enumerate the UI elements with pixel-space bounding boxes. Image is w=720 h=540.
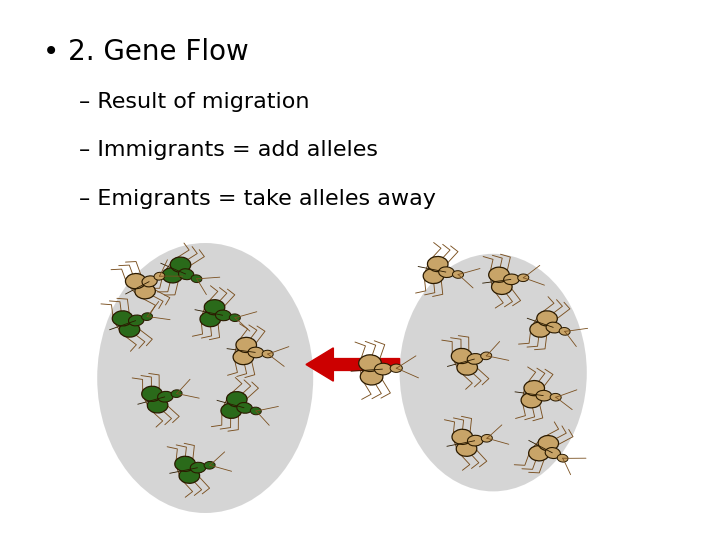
Ellipse shape: [536, 390, 552, 401]
Ellipse shape: [170, 257, 191, 272]
Ellipse shape: [221, 403, 241, 418]
Ellipse shape: [518, 274, 528, 281]
Ellipse shape: [251, 407, 261, 415]
Ellipse shape: [481, 352, 492, 360]
Ellipse shape: [545, 448, 560, 458]
Ellipse shape: [452, 429, 472, 444]
Ellipse shape: [128, 315, 144, 326]
Ellipse shape: [524, 381, 544, 396]
Ellipse shape: [467, 354, 482, 364]
Ellipse shape: [175, 456, 195, 471]
Text: – Result of migration: – Result of migration: [79, 92, 310, 112]
Ellipse shape: [142, 276, 157, 287]
Ellipse shape: [528, 446, 549, 461]
Ellipse shape: [135, 284, 156, 299]
Ellipse shape: [423, 268, 444, 284]
Ellipse shape: [557, 454, 568, 462]
Text: – Immigrants = add alleles: – Immigrants = add alleles: [79, 140, 378, 160]
Ellipse shape: [154, 272, 165, 280]
Ellipse shape: [158, 392, 173, 402]
Ellipse shape: [360, 368, 383, 385]
Ellipse shape: [457, 360, 477, 375]
Ellipse shape: [229, 314, 240, 321]
Ellipse shape: [215, 310, 231, 321]
Ellipse shape: [120, 322, 140, 337]
Ellipse shape: [190, 462, 206, 473]
Ellipse shape: [550, 394, 561, 401]
Ellipse shape: [559, 327, 570, 335]
Ellipse shape: [400, 254, 587, 491]
Ellipse shape: [374, 363, 392, 375]
Ellipse shape: [236, 338, 256, 353]
Ellipse shape: [200, 312, 220, 327]
Text: – Emigrants = take alleles away: – Emigrants = take alleles away: [79, 189, 436, 209]
Ellipse shape: [452, 271, 464, 278]
Ellipse shape: [179, 468, 199, 483]
Ellipse shape: [467, 435, 483, 446]
Ellipse shape: [428, 256, 448, 272]
Ellipse shape: [148, 398, 168, 413]
Ellipse shape: [503, 274, 519, 285]
Ellipse shape: [456, 441, 477, 456]
Ellipse shape: [359, 355, 382, 372]
Ellipse shape: [492, 279, 512, 294]
Ellipse shape: [125, 274, 146, 289]
Ellipse shape: [237, 402, 252, 413]
Ellipse shape: [530, 322, 550, 337]
Ellipse shape: [248, 347, 264, 358]
Ellipse shape: [481, 435, 492, 442]
Ellipse shape: [438, 267, 454, 278]
Ellipse shape: [538, 436, 559, 451]
Ellipse shape: [233, 349, 253, 364]
Ellipse shape: [227, 392, 247, 407]
Ellipse shape: [451, 348, 472, 363]
Ellipse shape: [112, 311, 132, 326]
Ellipse shape: [171, 390, 182, 397]
Text: • 2. Gene Flow: • 2. Gene Flow: [43, 38, 249, 66]
Ellipse shape: [262, 350, 273, 358]
Ellipse shape: [142, 386, 162, 401]
Ellipse shape: [179, 269, 194, 280]
Ellipse shape: [204, 300, 225, 315]
Ellipse shape: [204, 462, 215, 469]
Ellipse shape: [162, 268, 183, 283]
FancyArrow shape: [306, 348, 400, 381]
Ellipse shape: [537, 311, 557, 326]
Ellipse shape: [521, 393, 541, 408]
Ellipse shape: [97, 243, 313, 513]
Ellipse shape: [142, 313, 153, 321]
Ellipse shape: [489, 267, 509, 282]
Ellipse shape: [390, 364, 402, 373]
Ellipse shape: [546, 322, 562, 333]
Ellipse shape: [191, 275, 202, 282]
